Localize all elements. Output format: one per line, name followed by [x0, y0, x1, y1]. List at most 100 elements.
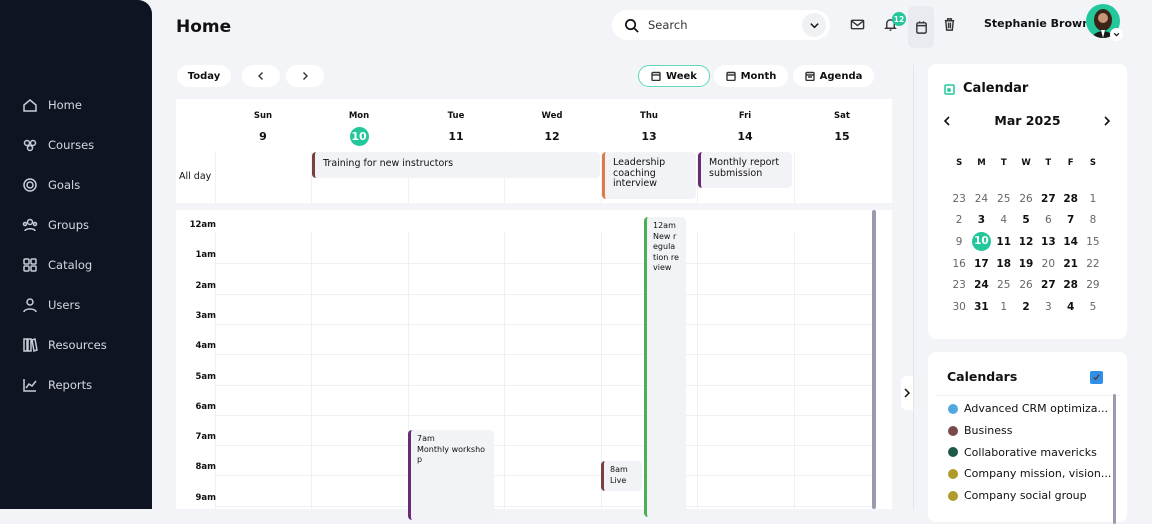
calendar-list-item[interactable]: Advanced CRM optimiza...	[928, 398, 1111, 420]
mini-calendar-day[interactable]: 19	[1015, 253, 1037, 275]
calendar-list-item[interactable]: Collaborative mavericks	[928, 441, 1111, 463]
mini-calendar-day[interactable]: 20	[1037, 253, 1059, 275]
collapse-panel-button[interactable]	[901, 376, 913, 410]
mini-calendar-day[interactable]: 24	[970, 274, 992, 296]
sidebar-item-courses[interactable]: Courses	[22, 137, 94, 153]
mini-calendar-day[interactable]: 5	[1015, 210, 1037, 232]
day-number[interactable]: 11	[408, 130, 504, 143]
mini-calendar-day[interactable]: 31	[970, 296, 992, 318]
sidebar-item-resources[interactable]: Resources	[22, 337, 107, 353]
today-button[interactable]: Today	[177, 65, 231, 87]
mini-calendar-day[interactable]: 26	[1015, 188, 1037, 210]
mini-calendar-day[interactable]: 11	[993, 231, 1015, 253]
mini-calendar-day[interactable]: 18	[993, 253, 1015, 275]
user-menu-chevron-icon[interactable]	[1110, 28, 1123, 41]
mini-calendar-day[interactable]: 10	[970, 231, 992, 253]
sidebar-item-goals[interactable]: Goals	[22, 177, 80, 193]
mini-calendar-day[interactable]: 21	[1059, 253, 1081, 275]
sidebar-item-label: Goals	[48, 178, 81, 192]
agenda-icon	[804, 71, 815, 81]
sidebar-item-users[interactable]: Users	[22, 297, 80, 313]
all-day-event[interactable]: Training for new instructors	[312, 152, 600, 178]
mini-calendar-day[interactable]: 4	[993, 210, 1015, 232]
mini-calendar-day[interactable]: 13	[1037, 231, 1059, 253]
mini-calendar-day[interactable]: 23	[948, 274, 970, 296]
all-day-event[interactable]: Leadership coaching interview	[602, 152, 696, 199]
mini-calendar-day[interactable]: 26	[1015, 274, 1037, 296]
calendars-scrollbar[interactable]	[1113, 394, 1116, 524]
view-week-tab[interactable]: Week	[638, 65, 710, 87]
mini-calendar-day[interactable]: 28	[1059, 188, 1081, 210]
search-dropdown-button[interactable]	[802, 13, 826, 37]
search-input[interactable]: Search	[612, 10, 830, 40]
hour-label: 1am	[195, 250, 216, 261]
mini-calendar-day[interactable]: 2	[948, 210, 970, 232]
mini-calendar-day[interactable]: 3	[1037, 296, 1059, 318]
calendars-panel: Calendars Advanced CRM optimiza... Busine…	[928, 352, 1127, 524]
calendar-list-item[interactable]: Company mission, vision...	[928, 463, 1111, 485]
mini-calendar-day[interactable]: 12	[1015, 231, 1037, 253]
day-number[interactable]: 12	[504, 130, 600, 143]
mini-calendar-day[interactable]: 3	[970, 210, 992, 232]
calendar-event[interactable]: 7am Monthly workshop	[408, 430, 494, 520]
view-agenda-tab[interactable]: Agenda	[793, 65, 874, 87]
mini-calendar-day[interactable]: 1	[993, 296, 1015, 318]
day-text: 25	[997, 279, 1011, 292]
view-month-tab[interactable]: Month	[714, 65, 788, 87]
sidebar-item-catalog[interactable]: Catalog	[22, 257, 92, 273]
mini-calendar-day[interactable]: 17	[970, 253, 992, 275]
mini-calendar-day[interactable]: 25	[993, 274, 1015, 296]
calendar-event[interactable]: 12am New regula tion review	[644, 217, 686, 517]
next-week-button[interactable]	[286, 65, 324, 87]
mini-calendar-day[interactable]: 22	[1082, 253, 1104, 275]
mini-calendar-day[interactable]: 27	[1037, 188, 1059, 210]
day-number-text: 11	[448, 130, 464, 143]
day-text: 1	[1089, 192, 1097, 205]
column-divider	[794, 151, 795, 203]
mini-calendar-title: Calendar	[963, 81, 1029, 96]
search-icon	[625, 18, 639, 33]
next-month-button[interactable]	[1103, 116, 1111, 126]
day-number[interactable]: 9	[215, 130, 311, 143]
prev-month-button[interactable]	[943, 116, 951, 126]
mini-calendar-day[interactable]: 23	[948, 188, 970, 210]
mini-calendar-day[interactable]: 9	[948, 231, 970, 253]
mini-calendar-day[interactable]: 1	[1082, 188, 1104, 210]
select-all-checkbox[interactable]	[1090, 371, 1103, 384]
mini-calendar-day[interactable]: 30	[948, 296, 970, 318]
today-marker: 10	[349, 127, 369, 146]
mini-calendar-month: Mar 2025	[994, 113, 1061, 128]
sidebar-item-reports[interactable]: Reports	[22, 377, 92, 393]
mini-calendar-day[interactable]: 6	[1037, 210, 1059, 232]
day-number-text: 14	[737, 130, 753, 143]
day-text: 24	[974, 279, 989, 292]
mini-calendar-day[interactable]: 27	[1037, 274, 1059, 296]
day-number[interactable]: 15	[794, 130, 890, 143]
mini-calendar-day[interactable]: 7	[1059, 210, 1081, 232]
mini-calendar-day[interactable]: 4	[1059, 296, 1081, 318]
sidebar-item-groups[interactable]: Groups	[22, 217, 89, 233]
mini-calendar-day[interactable]: 28	[1059, 274, 1081, 296]
calendar-icon[interactable]	[908, 6, 934, 48]
prev-week-button[interactable]	[242, 65, 280, 87]
mini-calendar-day[interactable]: 15	[1082, 231, 1104, 253]
all-day-event[interactable]: Monthly report submission	[698, 152, 792, 188]
calendar-list-item[interactable]: Business	[928, 420, 1111, 442]
mini-calendar-day[interactable]: 29	[1082, 274, 1104, 296]
mini-calendar-day[interactable]: 2	[1015, 296, 1037, 318]
mini-calendar-day[interactable]: 25	[993, 188, 1015, 210]
mini-calendar-day[interactable]: 14	[1059, 231, 1081, 253]
day-number[interactable]: 14	[697, 130, 793, 143]
day-number[interactable]: 13	[601, 130, 697, 143]
grid-scrollbar[interactable]	[872, 210, 876, 509]
calendar-event[interactable]: 8am Live	[601, 461, 642, 491]
mini-calendar-day[interactable]: 24	[970, 188, 992, 210]
sidebar-item-home[interactable]: Home	[22, 97, 82, 113]
mini-calendar-day[interactable]: 16	[948, 253, 970, 275]
day-number[interactable]: 10	[311, 127, 407, 146]
mail-icon[interactable]	[850, 17, 865, 32]
mini-calendar-day[interactable]: 8	[1082, 210, 1104, 232]
trash-icon[interactable]	[942, 17, 957, 32]
calendar-list-item[interactable]: Company social group	[928, 485, 1111, 507]
mini-calendar-day[interactable]: 5	[1082, 296, 1104, 318]
